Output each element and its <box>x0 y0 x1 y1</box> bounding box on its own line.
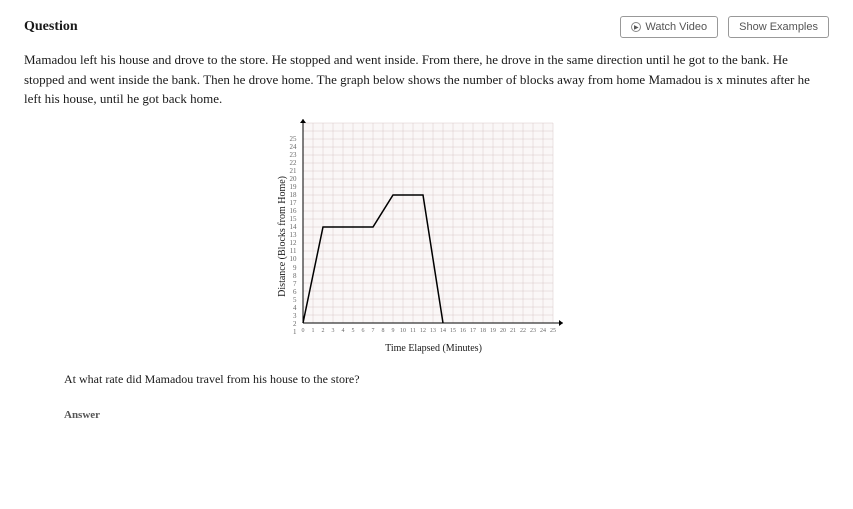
svg-text:23: 23 <box>530 328 536 334</box>
y-tick: 17 <box>290 200 297 207</box>
svg-text:16: 16 <box>460 328 466 334</box>
svg-text:9: 9 <box>391 328 394 334</box>
svg-text:5: 5 <box>351 328 354 334</box>
answer-label: Answer <box>64 409 829 421</box>
y-tick: 11 <box>290 248 297 255</box>
y-tick: 24 <box>290 144 297 151</box>
x-axis-label: Time Elapsed (Minutes) <box>299 343 569 354</box>
line-chart: 0123456789101112131415161718192021222324… <box>299 119 569 341</box>
y-tick: 6 <box>290 289 297 296</box>
svg-text:11: 11 <box>410 328 416 334</box>
svg-text:2: 2 <box>321 328 324 334</box>
y-axis-ticks: 2524232221201918171615141312111098765432… <box>290 136 297 336</box>
svg-text:17: 17 <box>470 328 476 334</box>
problem-text: Mamadou left his house and drove to the … <box>24 50 829 109</box>
y-tick: 16 <box>290 208 297 215</box>
y-tick: 9 <box>290 265 297 272</box>
svg-text:13: 13 <box>430 328 436 334</box>
y-tick: 1 <box>290 329 297 336</box>
y-tick: 19 <box>290 184 297 191</box>
y-tick: 4 <box>290 305 297 312</box>
svg-text:3: 3 <box>331 328 334 334</box>
y-axis-label: Distance (Blocks from Home) <box>277 176 288 297</box>
svg-text:14: 14 <box>440 328 446 334</box>
svg-text:12: 12 <box>420 328 426 334</box>
y-tick: 23 <box>290 152 297 159</box>
chart-container: Distance (Blocks from Home) 252423222120… <box>277 119 577 354</box>
watch-video-label: Watch Video <box>645 21 707 33</box>
svg-text:6: 6 <box>361 328 364 334</box>
y-tick: 18 <box>290 192 297 199</box>
y-tick: 3 <box>290 313 297 320</box>
show-examples-button[interactable]: Show Examples <box>728 16 829 38</box>
question-heading: Question <box>24 19 78 35</box>
svg-text:22: 22 <box>520 328 526 334</box>
svg-text:1: 1 <box>311 328 314 334</box>
show-examples-label: Show Examples <box>739 21 818 33</box>
y-tick: 20 <box>290 176 297 183</box>
svg-text:15: 15 <box>450 328 456 334</box>
watch-video-button[interactable]: ▶ Watch Video <box>620 16 718 38</box>
svg-text:10: 10 <box>400 328 406 334</box>
svg-text:20: 20 <box>500 328 506 334</box>
svg-text:25: 25 <box>550 328 556 334</box>
y-tick: 8 <box>290 273 297 280</box>
svg-text:7: 7 <box>371 328 374 334</box>
header-row: Question ▶ Watch Video Show Examples <box>24 16 829 38</box>
svg-text:4: 4 <box>341 328 344 334</box>
play-icon: ▶ <box>631 22 641 32</box>
y-tick: 2 <box>290 321 297 328</box>
y-tick: 13 <box>290 232 297 239</box>
y-tick: 10 <box>290 256 297 263</box>
y-tick: 21 <box>290 168 297 175</box>
y-tick: 14 <box>290 224 297 231</box>
y-tick: 22 <box>290 160 297 167</box>
svg-text:19: 19 <box>490 328 496 334</box>
y-tick: 12 <box>290 240 297 247</box>
svg-text:8: 8 <box>381 328 384 334</box>
header-buttons: ▶ Watch Video Show Examples <box>620 16 829 38</box>
chart-inner: 0123456789101112131415161718192021222324… <box>299 119 569 354</box>
svg-text:21: 21 <box>510 328 516 334</box>
y-tick: 15 <box>290 216 297 223</box>
question-prompt: At what rate did Mamadou travel from his… <box>64 372 829 387</box>
svg-text:0: 0 <box>301 328 304 334</box>
y-tick: 7 <box>290 281 297 288</box>
y-tick: 25 <box>290 136 297 143</box>
svg-text:24: 24 <box>540 328 546 334</box>
y-tick: 5 <box>290 297 297 304</box>
svg-text:18: 18 <box>480 328 486 334</box>
